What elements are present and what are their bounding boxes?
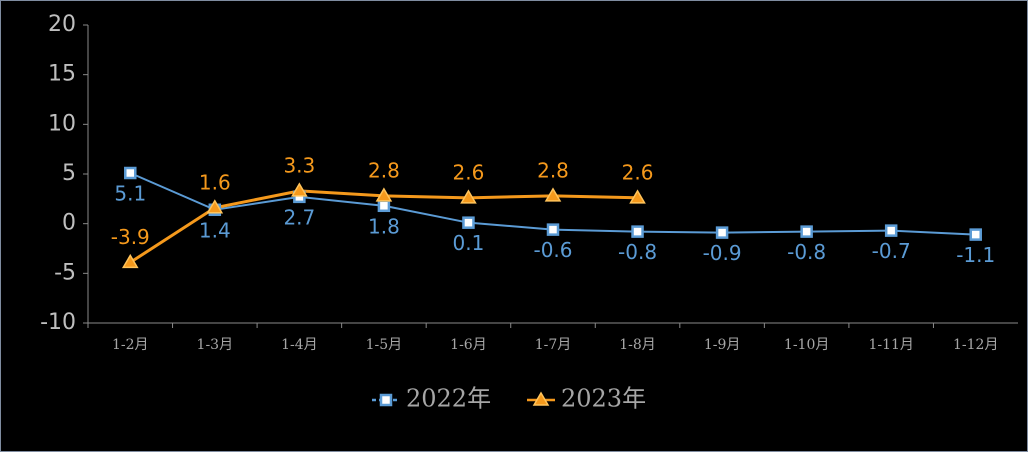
marker: [800, 225, 813, 238]
marker: [969, 228, 982, 241]
y-tick-label: 0: [62, 211, 76, 236]
legend-label: 2022年: [406, 385, 491, 413]
marker: [462, 216, 475, 229]
x-tick-label: 1-3月: [197, 337, 234, 353]
marker: [532, 391, 550, 406]
marker: [121, 253, 139, 269]
marker: [884, 224, 898, 237]
marker: [629, 189, 646, 204]
data-label: -0.9: [703, 241, 742, 265]
data-label: -0.7: [872, 239, 911, 263]
x-tick-label: 1-12月: [953, 337, 998, 353]
marker: [544, 187, 562, 202]
x-tick-label: 1-9月: [704, 337, 741, 353]
marker: [124, 166, 137, 180]
data-label: -3.9: [111, 225, 150, 249]
data-label: 1.4: [199, 218, 231, 242]
data-label: 3.3: [283, 153, 315, 177]
x-tick-label: 1-11月: [868, 337, 913, 353]
marker: [291, 182, 308, 197]
y-tick-label: -10: [40, 310, 76, 335]
y-tick-label: 15: [48, 62, 76, 87]
data-label: 1.8: [368, 214, 400, 238]
x-tick-label: 1-5月: [366, 337, 403, 353]
data-label: 2.8: [537, 158, 569, 182]
y-tick-label: 20: [48, 12, 76, 37]
marker: [631, 225, 644, 238]
data-label: -1.1: [956, 243, 995, 267]
marker: [715, 226, 729, 239]
legend-label: 2023年: [561, 385, 646, 413]
x-tick-label: 1-7月: [535, 337, 572, 353]
marker: [206, 199, 224, 214]
data-label: 0.1: [453, 231, 485, 255]
data-label: 2.8: [368, 158, 400, 182]
x-tick-label: 1-6月: [450, 337, 487, 353]
y-tick-label: 10: [48, 111, 76, 136]
data-label: -0.8: [787, 240, 826, 264]
marker: [375, 187, 393, 202]
y-tick-label: 5: [62, 161, 76, 186]
data-label: 2.6: [622, 160, 654, 184]
data-label: 5.1: [114, 182, 146, 206]
marker: [377, 199, 391, 213]
data-label: 2.6: [453, 160, 485, 184]
x-tick-label: 1-2月: [112, 337, 149, 353]
marker: [546, 223, 560, 236]
x-tick-label: 1-10月: [784, 337, 829, 353]
y-tick-label: -5: [54, 260, 76, 285]
data-label: -0.8: [618, 240, 657, 264]
data-label: 2.7: [283, 205, 315, 229]
x-tick-label: 1-8月: [619, 337, 656, 353]
x-tick-label: 1-4月: [281, 337, 318, 353]
data-label: -0.6: [533, 238, 572, 262]
marker: [379, 393, 393, 407]
marker: [460, 189, 477, 204]
data-label: 1.6: [199, 170, 231, 194]
